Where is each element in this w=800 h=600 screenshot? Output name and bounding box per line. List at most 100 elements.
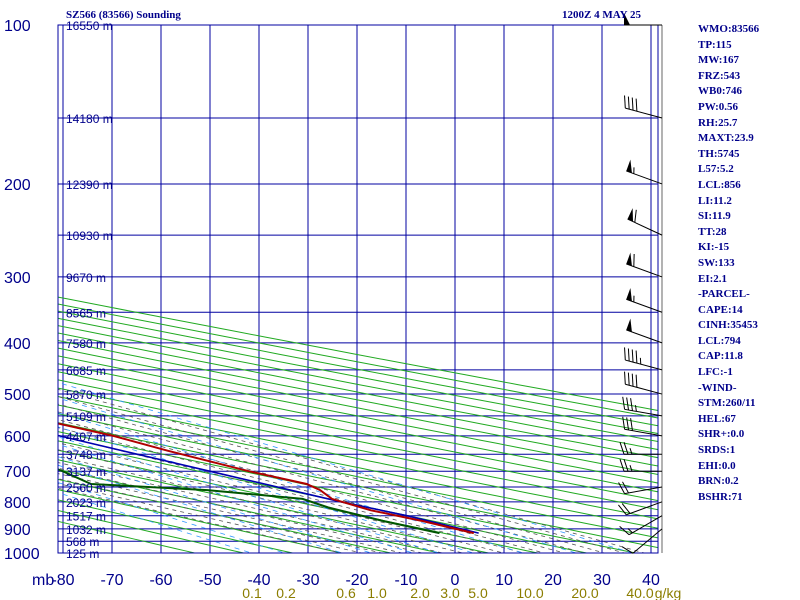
dry-adiabat — [58, 347, 658, 467]
index-line: CINH:35453 — [698, 319, 758, 332]
wind-barb-feather — [630, 398, 633, 411]
wind-barb-feather — [619, 442, 625, 455]
dry-adiabat — [58, 404, 658, 529]
wind-barb-feather — [618, 504, 627, 516]
dry-adiabat — [58, 379, 658, 502]
wind-barb-pennant — [624, 13, 630, 25]
pressure-tick-label: 800 — [4, 495, 31, 512]
index-line: BRN:0.2 — [698, 475, 739, 488]
wind-barb-staff — [626, 170, 663, 185]
height-label: 2560 m — [66, 481, 106, 495]
height-label: 16550 m — [66, 19, 113, 33]
height-label: 5870 m — [66, 388, 106, 402]
wind-barb-staff — [625, 359, 663, 371]
wind-barb-feather — [624, 347, 626, 361]
height-label: 4407 m — [66, 430, 106, 444]
index-line: LI:11.2 — [698, 194, 732, 207]
index-line: -PARCEL- — [698, 288, 750, 301]
index-line: CAP:11.8 — [698, 350, 743, 363]
wind-barb-feather — [635, 98, 638, 112]
wind-barb-staff — [624, 486, 663, 495]
temperature-tick-label: -20 — [345, 572, 368, 589]
wind-barb-feather — [623, 442, 629, 455]
wind-barb-feather — [630, 418, 633, 431]
height-label: 3137 m — [66, 465, 106, 479]
mixing-ratio-line — [58, 482, 286, 553]
wind-barb-staff — [625, 107, 663, 119]
wind-barb-feather — [635, 374, 638, 388]
plot-area — [58, 25, 658, 553]
index-line: WB0:746 — [698, 85, 742, 98]
height-label: 7580 m — [66, 337, 106, 351]
dry-adiabat — [58, 296, 658, 411]
index-line: SHR+:0.0 — [698, 428, 745, 441]
wind-barb-pennant — [626, 318, 632, 332]
mixing-ratio-line — [58, 426, 475, 553]
index-line: KI:-15 — [698, 241, 730, 254]
index-line: SW:133 — [698, 256, 735, 269]
mixing-ratio-line — [58, 492, 253, 553]
wind-barb-feather — [634, 209, 637, 223]
height-label: 12390 m — [66, 178, 113, 192]
index-line: BSHR:71 — [698, 490, 743, 503]
wind-barb — [622, 416, 663, 437]
index-line: LCL:794 — [698, 334, 741, 347]
pressure-tick-label: 600 — [4, 429, 31, 446]
wind-barb — [626, 318, 663, 344]
wind-barb — [618, 481, 663, 495]
index-line: LCL:856 — [698, 178, 741, 191]
dry-adiabat — [58, 310, 658, 427]
dry-adiabat — [58, 468, 442, 553]
wind-barb-feather — [622, 396, 626, 410]
temperature-tick-label: -70 — [100, 572, 123, 589]
wind-barb-feather — [622, 416, 626, 430]
temperature-tick-label: -60 — [149, 572, 172, 589]
wind-barb — [627, 208, 663, 236]
wind-barb-feather — [622, 481, 629, 494]
valid-time: 1200Z 4 MAY 25 — [562, 9, 641, 21]
height-label: 14180 m — [66, 112, 113, 126]
height-label: 125 m — [66, 547, 99, 561]
index-line: MAXT:23.9 — [698, 132, 754, 145]
index-line: EHI:0.0 — [698, 459, 736, 472]
dry-adiabat — [58, 510, 246, 553]
temperature-tick-label: -30 — [296, 572, 319, 589]
wind-barb-feather — [619, 459, 625, 472]
wind-barb — [624, 371, 663, 395]
index-line: MW:167 — [698, 54, 739, 67]
wind-barb — [626, 287, 663, 313]
moist-adiabat — [58, 403, 607, 553]
wind-barb-staff — [627, 218, 663, 236]
index-line: L57:5.2 — [698, 163, 734, 176]
wind-barb-feather — [635, 350, 638, 364]
wind-barb — [619, 515, 663, 536]
height-label: 6685 m — [66, 364, 106, 378]
index-line: EI:2.1 — [698, 272, 728, 285]
mixing-ratio-line — [58, 464, 344, 553]
wind-barb-staff — [626, 329, 663, 344]
wind-barb-feather — [623, 459, 629, 472]
wind-barb-staff — [632, 528, 663, 554]
temperature-tick-label: 30 — [593, 572, 611, 589]
pressure-tick-label: 1000 — [4, 546, 40, 563]
dry-adiabat — [58, 371, 658, 493]
temperature-tick-label: -40 — [247, 572, 270, 589]
wind-barb-feather — [618, 482, 626, 494]
height-label: 568 m — [66, 535, 99, 549]
wind-barb-staff — [626, 501, 663, 516]
wind-barb-feather — [626, 397, 630, 411]
height-label: 5109 m — [66, 410, 106, 424]
index-line: RH:25.7 — [698, 116, 738, 129]
index-line: -WIND- — [698, 381, 737, 394]
wind-barb-staff — [624, 408, 663, 417]
wind-barb — [624, 347, 663, 371]
plot-border — [57, 24, 659, 554]
wind-barb-pennant — [627, 208, 633, 222]
wind-barb-staff — [628, 515, 663, 536]
wind-barb-column — [618, 13, 663, 554]
mixing-ratio-label: 5.0 — [468, 585, 488, 600]
wind-barb — [619, 442, 662, 455]
wind-barb-half-feather — [629, 465, 633, 472]
